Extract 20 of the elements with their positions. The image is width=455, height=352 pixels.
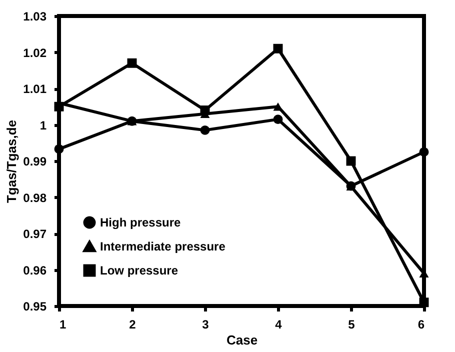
x-tick-label: 4 (275, 318, 282, 332)
y-tick-label: 1.02 (23, 46, 47, 60)
y-axis-title: Tgas/Tgas,de (4, 120, 20, 204)
legend-label: Intermediate pressure (100, 240, 226, 254)
y-tick-label: 1 (40, 118, 47, 132)
x-tick-label: 5 (348, 318, 356, 332)
y-tick-label: 0.96 (23, 263, 47, 278)
x-tick-label: 3 (202, 318, 210, 332)
y-tick-label: 0.95 (23, 300, 47, 314)
y-tick-label: 1.01 (23, 82, 47, 96)
legend-label: Low pressure (100, 264, 178, 278)
x-tick-label: 6 (418, 318, 425, 332)
y-tick-label: 0.98 (23, 190, 47, 205)
y-tick-label: 0.99 (23, 154, 47, 168)
x-tick-label: 2 (129, 318, 136, 332)
x-axis-title: Case (226, 332, 258, 348)
y-tick-label: 0.97 (23, 227, 47, 241)
y-tick-label: 1.03 (23, 10, 47, 24)
x-tick-label: 1 (60, 318, 66, 332)
legend-label: High pressure (100, 216, 182, 230)
